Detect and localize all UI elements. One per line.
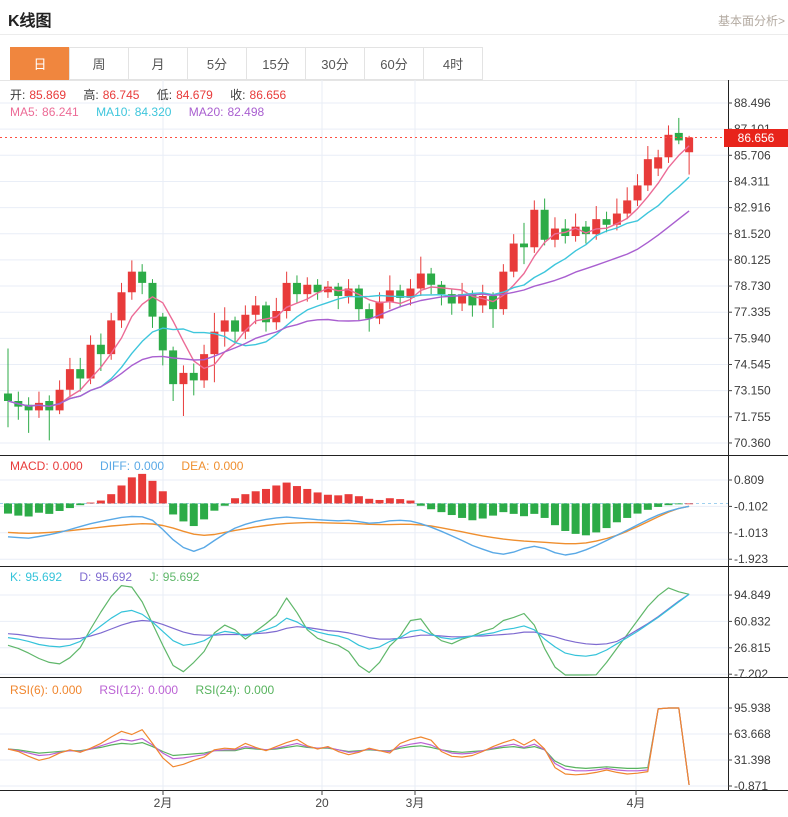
svg-text:-1.923: -1.923: [734, 552, 768, 566]
ohlc-readout: 开: 85.869 高: 86.745 低: 84.679 收: 86.656: [10, 86, 290, 103]
svg-text:74.545: 74.545: [734, 358, 771, 372]
svg-text:-0.871: -0.871: [734, 779, 768, 793]
kline-chart-canvas[interactable]: 88.49687.10185.70684.31182.91681.52080.1…: [0, 80, 788, 817]
kdj-readout: K: 95.692 D: 95.692 J: 95.692: [10, 570, 203, 584]
k-line: [7, 593, 690, 657]
macd-readout: MACD: 0.000 DIFF: 0.000 DEA: 0.000: [10, 459, 247, 473]
rsi12-label: RSI(12):: [99, 683, 145, 697]
d-line: [7, 593, 690, 646]
svg-text:80.125: 80.125: [734, 253, 771, 267]
high-label: 高:: [83, 88, 99, 102]
tab-week[interactable]: 周: [69, 47, 129, 80]
grid-layer: [0, 80, 788, 790]
svg-text:75.940: 75.940: [734, 331, 771, 345]
header-divider: [0, 34, 788, 35]
low-value: 84.679: [176, 88, 213, 102]
svg-text:-0.102: -0.102: [734, 499, 768, 513]
tab-5min[interactable]: 5分: [187, 47, 247, 80]
ma10-label: MA10:: [96, 105, 131, 119]
close-label: 收:: [230, 88, 246, 102]
panel-separators: [0, 80, 788, 791]
period-tabs: 日 周 月 5分 15分 30分 60分 4时: [10, 47, 483, 80]
macd-value: 0.000: [52, 459, 83, 473]
j-value: 95.692: [162, 570, 200, 584]
dea-label: DEA:: [181, 459, 210, 473]
x-axis: 2月 20 3月 4月: [154, 790, 646, 810]
rsi12-line: [7, 707, 690, 785]
svg-text:81.520: 81.520: [734, 227, 771, 241]
svg-text:4月: 4月: [627, 796, 646, 810]
candles-layer: [4, 117, 694, 441]
rsi12-value: 0.000: [148, 683, 179, 697]
close-value: 86.656: [249, 88, 287, 102]
tab-4hour[interactable]: 4时: [423, 47, 483, 80]
svg-text:82.916: 82.916: [734, 201, 771, 215]
open-value: 85.869: [29, 88, 67, 102]
ma5-line: [7, 145, 690, 407]
macd-histogram: [0, 473, 728, 536]
svg-text:70.360: 70.360: [734, 436, 771, 450]
svg-text:20: 20: [315, 796, 329, 810]
svg-text:77.335: 77.335: [734, 305, 771, 319]
svg-text:84.311: 84.311: [734, 174, 770, 188]
rsi24-label: RSI(24):: [195, 683, 241, 697]
svg-text:94.849: 94.849: [734, 588, 771, 602]
ma20-line: [7, 210, 690, 407]
j-label: J:: [149, 570, 159, 584]
svg-text:73.150: 73.150: [734, 384, 771, 398]
svg-text:31.398: 31.398: [734, 753, 771, 767]
diff-value: 0.000: [134, 459, 165, 473]
svg-text:0.809: 0.809: [734, 473, 764, 487]
svg-text:88.496: 88.496: [734, 96, 771, 110]
svg-text:71.755: 71.755: [734, 410, 771, 424]
svg-text:78.730: 78.730: [734, 279, 771, 293]
rsi6-line: [7, 707, 690, 785]
page-title: K线图: [8, 13, 52, 30]
macd-label: MACD:: [10, 459, 49, 473]
svg-text:26.815: 26.815: [734, 641, 771, 655]
fundamental-analysis-link[interactable]: 基本面分析>: [717, 14, 785, 28]
d-value: 95.692: [95, 570, 133, 584]
rsi24-line: [7, 707, 690, 785]
j-line: [7, 584, 690, 676]
rsi-readout: RSI(6): 0.000 RSI(12): 0.000 RSI(24): 0.000: [10, 683, 278, 697]
rsi24-value: 0.000: [244, 683, 275, 697]
ma20-label: MA20:: [188, 105, 224, 119]
svg-text:-7.202: -7.202: [734, 667, 768, 681]
tab-day[interactable]: 日: [10, 47, 70, 80]
low-label: 低:: [156, 88, 173, 102]
svg-text:-1.013: -1.013: [734, 526, 768, 540]
ma-readout: MA5: 86.241 MA10: 84.320 MA20: 82.498: [10, 105, 268, 119]
open-label: 开:: [10, 88, 26, 102]
svg-text:95.938: 95.938: [734, 701, 771, 715]
k-value: 95.692: [25, 570, 63, 584]
svg-text:60.832: 60.832: [734, 614, 771, 628]
diff-line: [7, 505, 690, 556]
high-value: 86.745: [102, 88, 140, 102]
dea-value: 0.000: [213, 459, 244, 473]
dea-line: [7, 505, 690, 545]
tab-30min[interactable]: 30分: [305, 47, 365, 80]
k-label: K:: [10, 570, 22, 584]
ma5-value: 86.241: [42, 105, 79, 119]
tab-60min[interactable]: 60分: [364, 47, 424, 80]
rsi6-value: 0.000: [52, 683, 83, 697]
diff-label: DIFF:: [100, 459, 131, 473]
rsi6-label: RSI(6):: [10, 683, 49, 697]
ma10-line: [7, 176, 690, 407]
svg-text:85.706: 85.706: [734, 148, 771, 162]
svg-text:3月: 3月: [406, 796, 425, 810]
ma10-value: 84.320: [134, 105, 172, 119]
tab-15min[interactable]: 15分: [246, 47, 306, 80]
current-price-tag: 86.656: [724, 129, 788, 147]
ma20-value: 82.498: [227, 105, 265, 119]
y-axis: 88.49687.10185.70684.31182.91681.52080.1…: [728, 96, 771, 793]
svg-text:2月: 2月: [154, 796, 173, 810]
svg-text:63.668: 63.668: [734, 727, 771, 741]
ma5-label: MA5:: [10, 105, 39, 119]
d-label: D:: [79, 570, 92, 584]
tab-month[interactable]: 月: [128, 47, 188, 80]
